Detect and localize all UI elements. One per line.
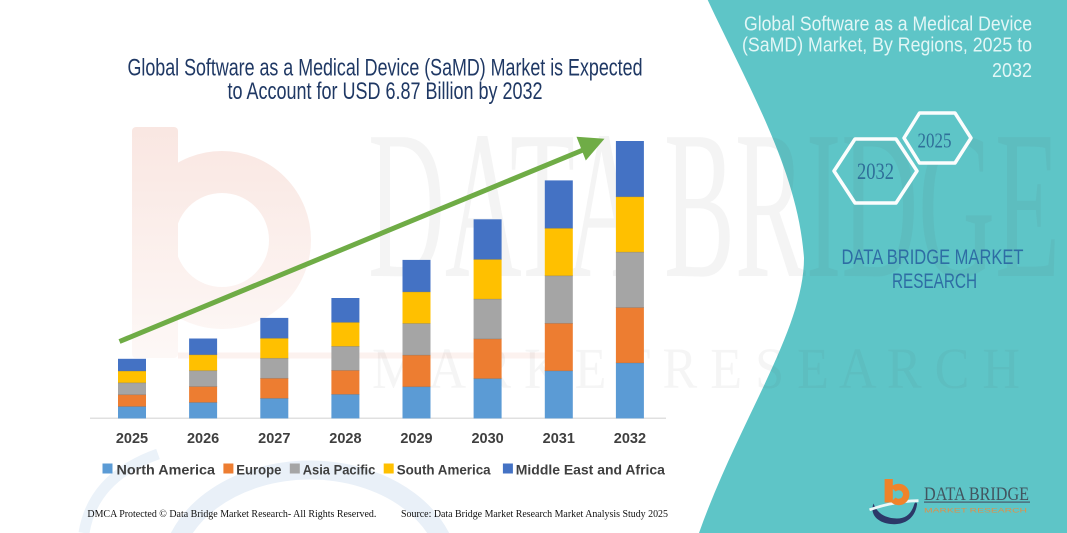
svg-text:2029: 2029 xyxy=(400,431,432,447)
svg-text:2028: 2028 xyxy=(329,431,361,447)
svg-text:DATA BRIDGE MARKET: DATA BRIDGE MARKET xyxy=(842,246,1024,269)
svg-text:DMCA Protected © Data Bridge M: DMCA Protected © Data Bridge Market Rese… xyxy=(87,509,376,520)
svg-text:2032: 2032 xyxy=(614,431,646,447)
svg-text:2025: 2025 xyxy=(918,128,952,152)
svg-text:North America: North America xyxy=(117,462,216,478)
svg-text:(SaMD) Market, By Regions, 202: (SaMD) Market, By Regions, 2025 to xyxy=(742,35,1032,57)
svg-text:Middle East and Africa: Middle East and Africa xyxy=(516,462,665,478)
svg-text:South America: South America xyxy=(397,462,491,478)
svg-text:DATA BRIDGE: DATA BRIDGE xyxy=(924,485,1029,505)
svg-text:2026: 2026 xyxy=(187,431,219,447)
svg-text:2031: 2031 xyxy=(543,431,575,447)
svg-text:2027: 2027 xyxy=(258,431,290,447)
svg-text:Asia Pacific: Asia Pacific xyxy=(303,462,376,478)
svg-text:MARKET RESEARCH: MARKET RESEARCH xyxy=(924,508,1027,515)
svg-text:Source: Data Bridge Market Res: Source: Data Bridge Market Research Mark… xyxy=(401,509,668,520)
svg-text:2032: 2032 xyxy=(857,159,894,184)
svg-text:Global Software as a Medical D: Global Software as a Medical Device xyxy=(744,14,1032,36)
svg-text:2025: 2025 xyxy=(116,431,148,447)
svg-text:Europe: Europe xyxy=(236,462,281,478)
svg-text:Global Software as a Medical D: Global Software as a Medical Device (SaM… xyxy=(128,55,643,82)
svg-text:RESEARCH: RESEARCH xyxy=(892,270,977,293)
svg-text:2030: 2030 xyxy=(471,431,503,447)
svg-text:to Account for USD 6.87 Billio: to Account for USD 6.87 Billion by 2032 xyxy=(228,78,543,105)
svg-text:2032: 2032 xyxy=(992,60,1032,82)
svg-text:M A R K E T R E S E A R C H: M A R K E T R E S E A R C H xyxy=(372,336,1020,401)
